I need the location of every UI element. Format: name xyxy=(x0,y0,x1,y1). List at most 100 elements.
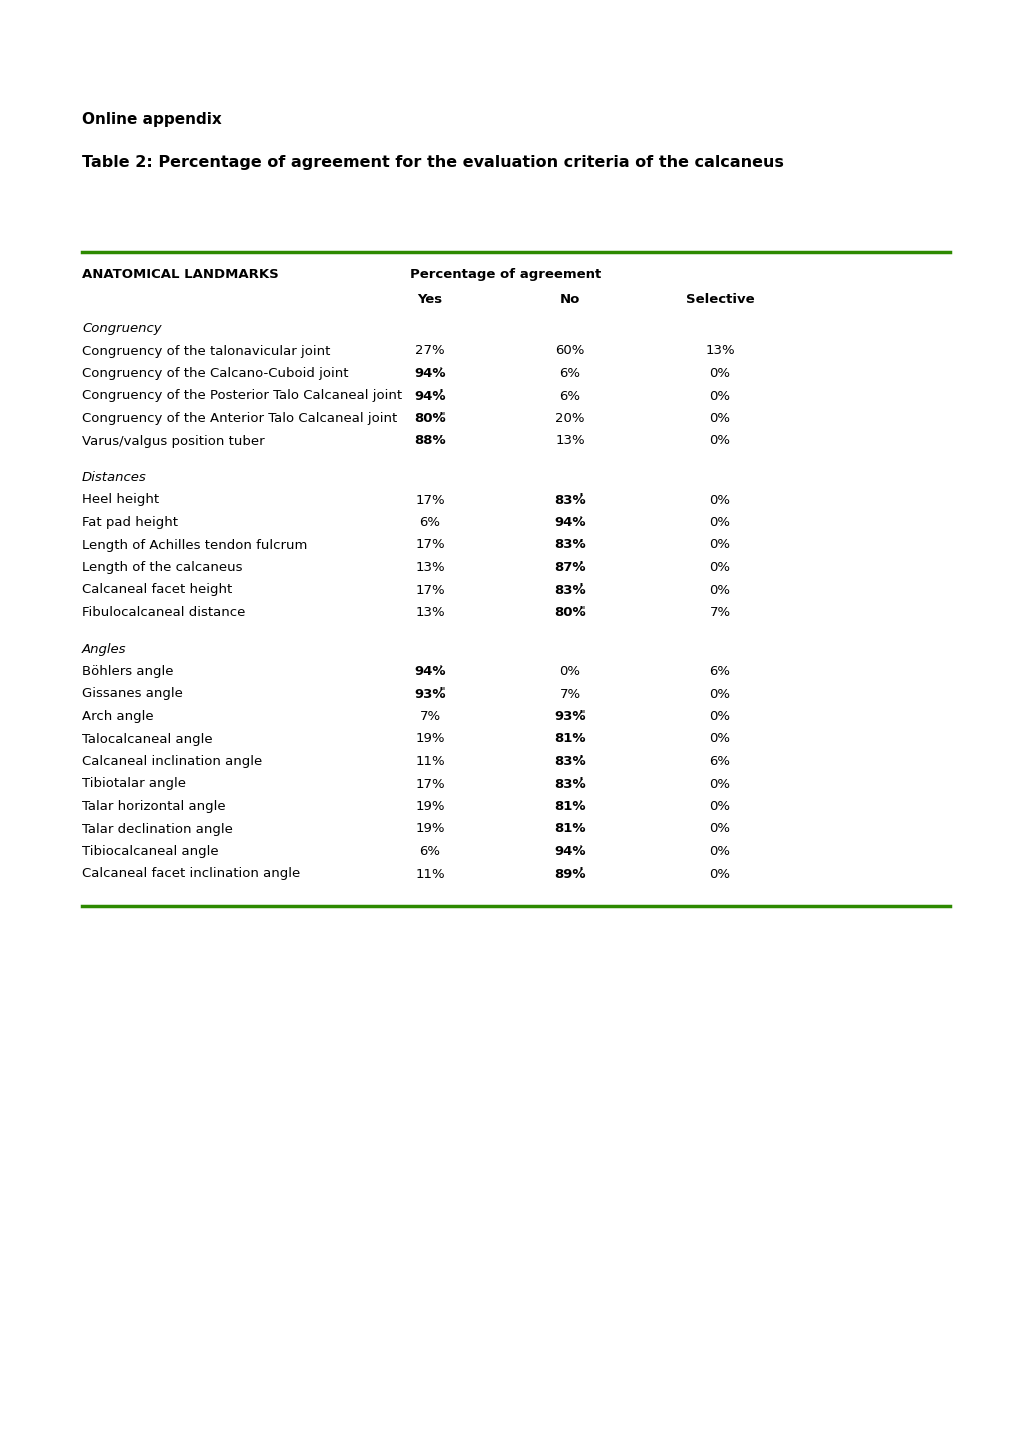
Text: Calcaneal facet height: Calcaneal facet height xyxy=(82,583,232,596)
Text: 11%: 11% xyxy=(415,867,444,880)
Text: ᴵᴵ: ᴵᴵ xyxy=(579,776,583,785)
Text: ᴵᴵ: ᴵᴵ xyxy=(579,492,583,502)
Text: Talar declination angle: Talar declination angle xyxy=(82,823,232,835)
Text: 13%: 13% xyxy=(415,561,444,574)
Text: 93%: 93% xyxy=(553,710,585,723)
Text: ᴵᴵ: ᴵᴵ xyxy=(579,866,583,876)
Text: Congruency: Congruency xyxy=(82,322,161,335)
Text: 0%: 0% xyxy=(709,583,730,596)
Text: 83%: 83% xyxy=(553,755,585,768)
Text: 0%: 0% xyxy=(709,733,730,746)
Text: Percentage of agreement: Percentage of agreement xyxy=(410,268,600,281)
Text: 6%: 6% xyxy=(559,367,580,380)
Text: ᴵ: ᴵ xyxy=(439,433,441,443)
Text: 94%: 94% xyxy=(414,665,445,678)
Text: 81%: 81% xyxy=(553,799,585,812)
Text: Varus/valgus position tuber: Varus/valgus position tuber xyxy=(82,434,264,447)
Text: 27%: 27% xyxy=(415,345,444,358)
Text: 19%: 19% xyxy=(415,823,444,835)
Text: 6%: 6% xyxy=(419,517,440,530)
Text: 13%: 13% xyxy=(554,434,584,447)
Text: 83%: 83% xyxy=(553,583,585,596)
Text: ᴵᴵᴵ: ᴵᴵᴵ xyxy=(579,605,585,615)
Text: 0%: 0% xyxy=(709,687,730,700)
Text: 0%: 0% xyxy=(709,823,730,835)
Text: 13%: 13% xyxy=(415,606,444,619)
Text: Talocalcaneal angle: Talocalcaneal angle xyxy=(82,733,212,746)
Text: 11%: 11% xyxy=(415,755,444,768)
Text: 94%: 94% xyxy=(553,846,585,859)
Text: ᴵᴵ: ᴵᴵ xyxy=(579,583,583,592)
Text: Congruency of the talonavicular joint: Congruency of the talonavicular joint xyxy=(82,345,330,358)
Text: 0%: 0% xyxy=(709,710,730,723)
Text: 0%: 0% xyxy=(709,390,730,403)
Text: No: No xyxy=(559,293,580,306)
Text: ᴵᴵ: ᴵᴵ xyxy=(579,537,583,547)
Text: ᴵᴵ: ᴵᴵ xyxy=(579,755,583,763)
Text: ᴵ: ᴵ xyxy=(439,664,441,672)
Text: Length of Achilles tendon fulcrum: Length of Achilles tendon fulcrum xyxy=(82,538,307,551)
Text: 6%: 6% xyxy=(709,755,730,768)
Text: 83%: 83% xyxy=(553,778,585,791)
Text: Distances: Distances xyxy=(82,470,147,483)
Text: 83%: 83% xyxy=(553,494,585,506)
Text: 17%: 17% xyxy=(415,583,444,596)
Text: 0%: 0% xyxy=(709,561,730,574)
Text: Congruency of the Posterior Talo Calcaneal joint: Congruency of the Posterior Talo Calcane… xyxy=(82,390,401,403)
Text: Talar horizontal angle: Talar horizontal angle xyxy=(82,799,225,812)
Text: 7%: 7% xyxy=(558,687,580,700)
Text: Arch angle: Arch angle xyxy=(82,710,154,723)
Text: 0%: 0% xyxy=(709,846,730,859)
Text: 19%: 19% xyxy=(415,799,444,812)
Text: 0%: 0% xyxy=(709,434,730,447)
Text: Angles: Angles xyxy=(82,642,126,655)
Text: Gissanes angle: Gissanes angle xyxy=(82,687,182,700)
Text: 60%: 60% xyxy=(554,345,584,358)
Text: 88%: 88% xyxy=(414,434,445,447)
Text: 0%: 0% xyxy=(709,538,730,551)
Text: Online appendix: Online appendix xyxy=(82,113,221,127)
Text: 17%: 17% xyxy=(415,494,444,506)
Text: 6%: 6% xyxy=(419,846,440,859)
Text: 0%: 0% xyxy=(709,413,730,426)
Text: 87%: 87% xyxy=(553,561,585,574)
Text: 6%: 6% xyxy=(559,390,580,403)
Text: 81%: 81% xyxy=(553,733,585,746)
Text: 0%: 0% xyxy=(709,367,730,380)
Text: 7%: 7% xyxy=(419,710,440,723)
Text: 83%: 83% xyxy=(553,538,585,551)
Text: 7%: 7% xyxy=(709,606,730,619)
Text: ᴵᴵᴵ: ᴵᴵᴵ xyxy=(579,709,585,719)
Text: 80%: 80% xyxy=(414,413,445,426)
Text: 13%: 13% xyxy=(704,345,734,358)
Text: ᴵ: ᴵ xyxy=(579,821,581,831)
Text: ᴵᴵᴵ: ᴵᴵᴵ xyxy=(439,687,445,696)
Text: Calcaneal inclination angle: Calcaneal inclination angle xyxy=(82,755,262,768)
Text: 81%: 81% xyxy=(553,823,585,835)
Text: Tibiocalcaneal angle: Tibiocalcaneal angle xyxy=(82,846,218,859)
Text: Tibiotalar angle: Tibiotalar angle xyxy=(82,778,185,791)
Text: ᴵ: ᴵ xyxy=(579,844,581,853)
Text: Congruency of the Anterior Talo Calcaneal joint: Congruency of the Anterior Talo Calcanea… xyxy=(82,413,396,426)
Text: 17%: 17% xyxy=(415,778,444,791)
Text: Heel height: Heel height xyxy=(82,494,159,506)
Text: 94%: 94% xyxy=(553,517,585,530)
Text: ANATOMICAL LANDMARKS: ANATOMICAL LANDMARKS xyxy=(82,268,278,281)
Text: 0%: 0% xyxy=(709,778,730,791)
Text: 0%: 0% xyxy=(709,799,730,812)
Text: 0%: 0% xyxy=(709,867,730,880)
Text: 80%: 80% xyxy=(553,606,585,619)
Text: Yes: Yes xyxy=(417,293,442,306)
Text: Fibulocalcaneal distance: Fibulocalcaneal distance xyxy=(82,606,246,619)
Text: 94%: 94% xyxy=(414,390,445,403)
Text: 0%: 0% xyxy=(559,665,580,678)
Text: Table 2: Percentage of agreement for the evaluation criteria of the calcaneus: Table 2: Percentage of agreement for the… xyxy=(82,154,784,170)
Text: 89%: 89% xyxy=(553,867,585,880)
Text: Calcaneal facet inclination angle: Calcaneal facet inclination angle xyxy=(82,867,300,880)
Text: ᴵ: ᴵ xyxy=(439,367,441,375)
Text: Selective: Selective xyxy=(685,293,754,306)
Text: ᴵ: ᴵ xyxy=(579,515,581,524)
Text: 94%: 94% xyxy=(414,367,445,380)
Text: Fat pad height: Fat pad height xyxy=(82,517,178,530)
Text: 93%: 93% xyxy=(414,687,445,700)
